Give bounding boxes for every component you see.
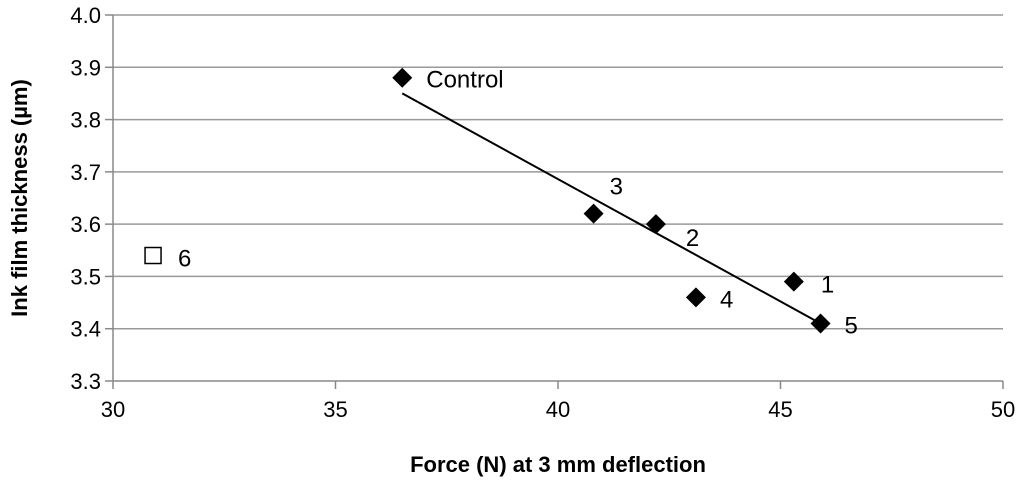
data-point-control (392, 67, 413, 88)
point-label-6: 6 (178, 246, 191, 273)
y-tick-labels: 3.3 3.4 3.5 3.6 3.7 3.8 3.9 4.0 (70, 3, 113, 394)
y-tick-label: 3.3 (70, 369, 101, 394)
y-tick-label: 3.4 (70, 317, 101, 342)
point-label-5: 5 (845, 312, 858, 339)
data-point-3 (583, 203, 604, 224)
x-tick-label: 30 (101, 397, 125, 422)
point-label-2: 2 (686, 225, 699, 252)
data-point-1 (783, 271, 804, 292)
y-tick-label: 3.6 (70, 212, 101, 237)
data-point-5 (810, 313, 831, 334)
point-label-control: Control (426, 67, 503, 94)
data-points (144, 67, 831, 334)
x-tick-label: 40 (546, 397, 570, 422)
x-axis-title: Force (N) at 3 mm deflection (410, 452, 706, 477)
x-tick-label: 45 (768, 397, 792, 422)
point-label-1: 1 (821, 272, 834, 299)
x-tick-labels: 30 35 40 45 50 (101, 381, 1015, 422)
y-tick-label: 4.0 (70, 3, 101, 28)
data-point-6 (144, 246, 162, 265)
y-axis-title: Ink film thickness (µm) (7, 79, 32, 317)
grid-lines (113, 14, 1003, 330)
y-tick-label: 3.8 (70, 108, 101, 133)
point-label-4: 4 (720, 286, 733, 313)
point-label-3: 3 (610, 174, 623, 201)
y-tick-label: 3.5 (70, 264, 101, 289)
data-point-2 (645, 214, 666, 235)
trendline-group (401, 92, 822, 325)
y-tick-label: 3.9 (70, 55, 101, 80)
x-tick-label: 50 (991, 397, 1015, 422)
y-tick-label: 3.7 (70, 160, 101, 185)
x-tick-label: 35 (323, 397, 347, 422)
data-point-4 (685, 287, 706, 308)
trendline (401, 92, 822, 325)
